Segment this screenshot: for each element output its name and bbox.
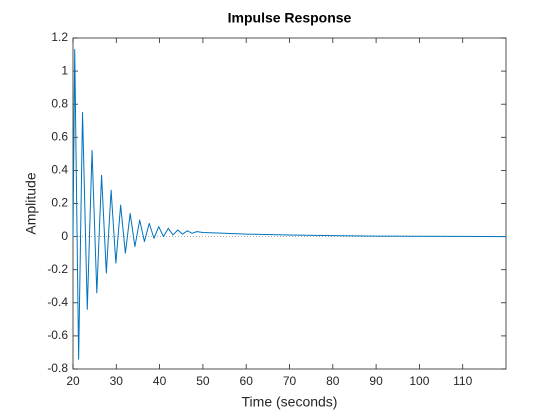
plot-box [72,37,507,370]
x-axis-label: Time (seconds) [242,394,338,410]
x-tick-label: 70 [283,374,297,388]
y-tick-label: 0 [61,229,68,243]
x-tick-label: 50 [196,374,210,388]
y-tick-label: 1 [61,63,68,77]
x-tick-label: 110 [453,374,472,388]
y-tick-label: -0.2 [47,262,68,276]
x-tick-label: 30 [110,374,124,388]
y-tick-label: 0.6 [51,129,68,143]
chart-title: Impulse Response [228,10,352,26]
y-tick-label: 0.2 [51,196,68,210]
response-line [72,49,507,360]
x-tick-label: 100 [409,374,429,388]
y-tick-label: -0.6 [47,328,68,342]
y-tick-label: 0.4 [51,163,68,177]
y-axis-label: Amplitude [23,172,39,234]
y-tick-label: -0.8 [47,361,68,375]
y-tick-label: -0.4 [47,295,68,309]
x-tick-label: 60 [240,374,254,388]
y-tick-label: 1.2 [51,30,68,44]
x-tick-label: 40 [153,374,167,388]
y-tick-label: 0.8 [51,96,68,110]
x-tick-label: 20 [66,374,80,388]
x-tick-label: 80 [326,374,340,388]
x-tick-label: 90 [369,374,383,388]
